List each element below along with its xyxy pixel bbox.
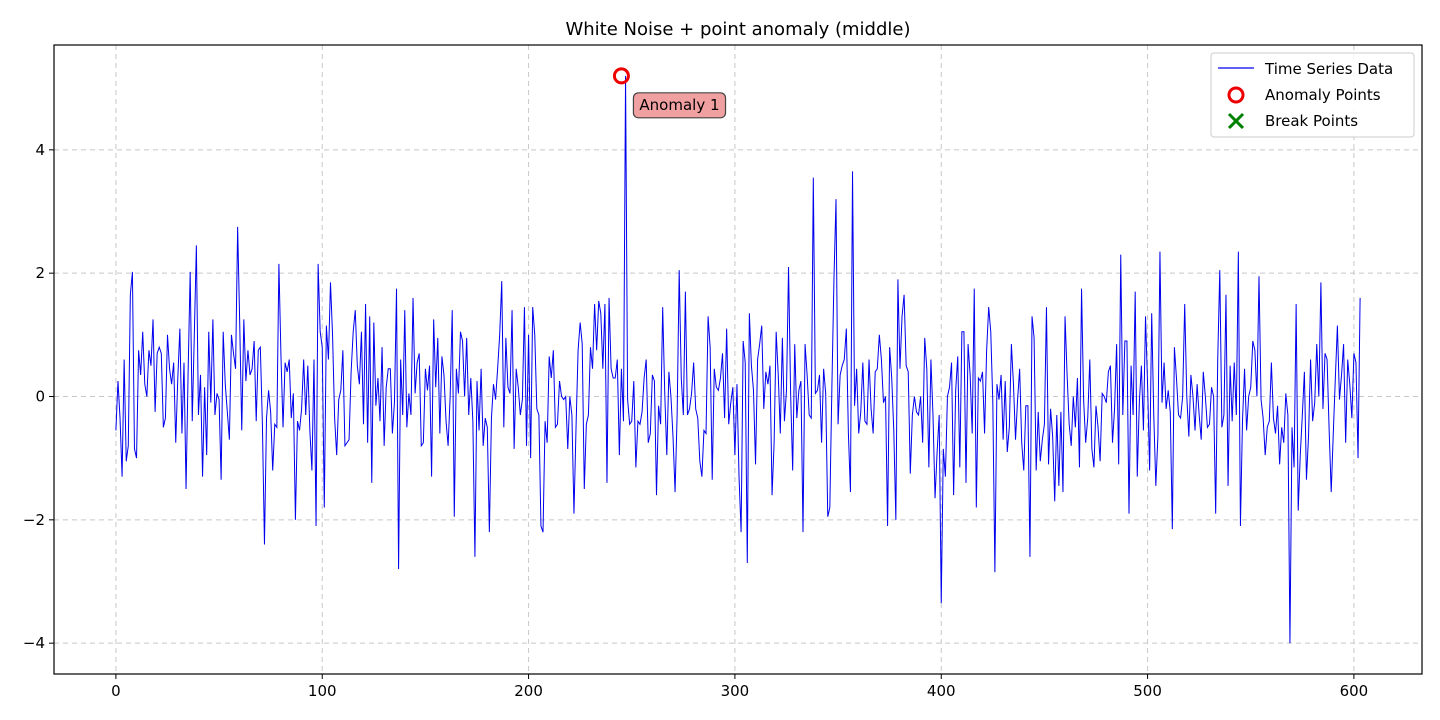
- annotation-box: [632, 92, 727, 119]
- legend-swatch-anomaly-icon: [1227, 86, 1245, 104]
- x-tick-label: 400: [927, 682, 956, 700]
- legend-label-anomaly: Anomaly Points: [1265, 86, 1381, 104]
- x-tick-label: 300: [721, 682, 750, 700]
- legend-swatch-break-icon: [1227, 112, 1245, 130]
- y-tick-label: 2: [35, 264, 45, 282]
- y-tick-label: 0: [35, 388, 45, 406]
- chart-title: White Noise + point anomaly (middle): [565, 19, 910, 40]
- x-tick-label: 600: [1340, 682, 1369, 700]
- y-tick-label: −2: [23, 511, 45, 529]
- y-tick-label: 4: [35, 141, 45, 159]
- y-tick-label: −4: [23, 634, 45, 652]
- x-tick-label: 200: [514, 682, 543, 700]
- legend-box: [1210, 52, 1415, 138]
- annotation-anomaly-1: Anomaly 1: [639, 96, 719, 114]
- x-tick-label: 0: [111, 682, 121, 700]
- legend: Time Series Data Anomaly Points Break Po…: [1210, 52, 1415, 138]
- plot-area-frame: [53, 44, 1423, 675]
- y-axis-ticks: −4 −2 0 2 4: [23, 141, 54, 652]
- x-tick-label: 100: [308, 682, 337, 700]
- series-line-time-series-data: [115, 75, 1361, 644]
- x-axis-ticks: 0 100 200 300 400 500 600: [111, 674, 1368, 700]
- legend-label-series: Time Series Data: [1264, 60, 1393, 78]
- x-tick-label: 500: [1133, 682, 1162, 700]
- legend-label-break: Break Points: [1265, 112, 1358, 130]
- anomaly-markers: [612, 67, 630, 85]
- annotations: Anomaly 1: [632, 92, 727, 119]
- anomaly-point-marker: [612, 67, 630, 85]
